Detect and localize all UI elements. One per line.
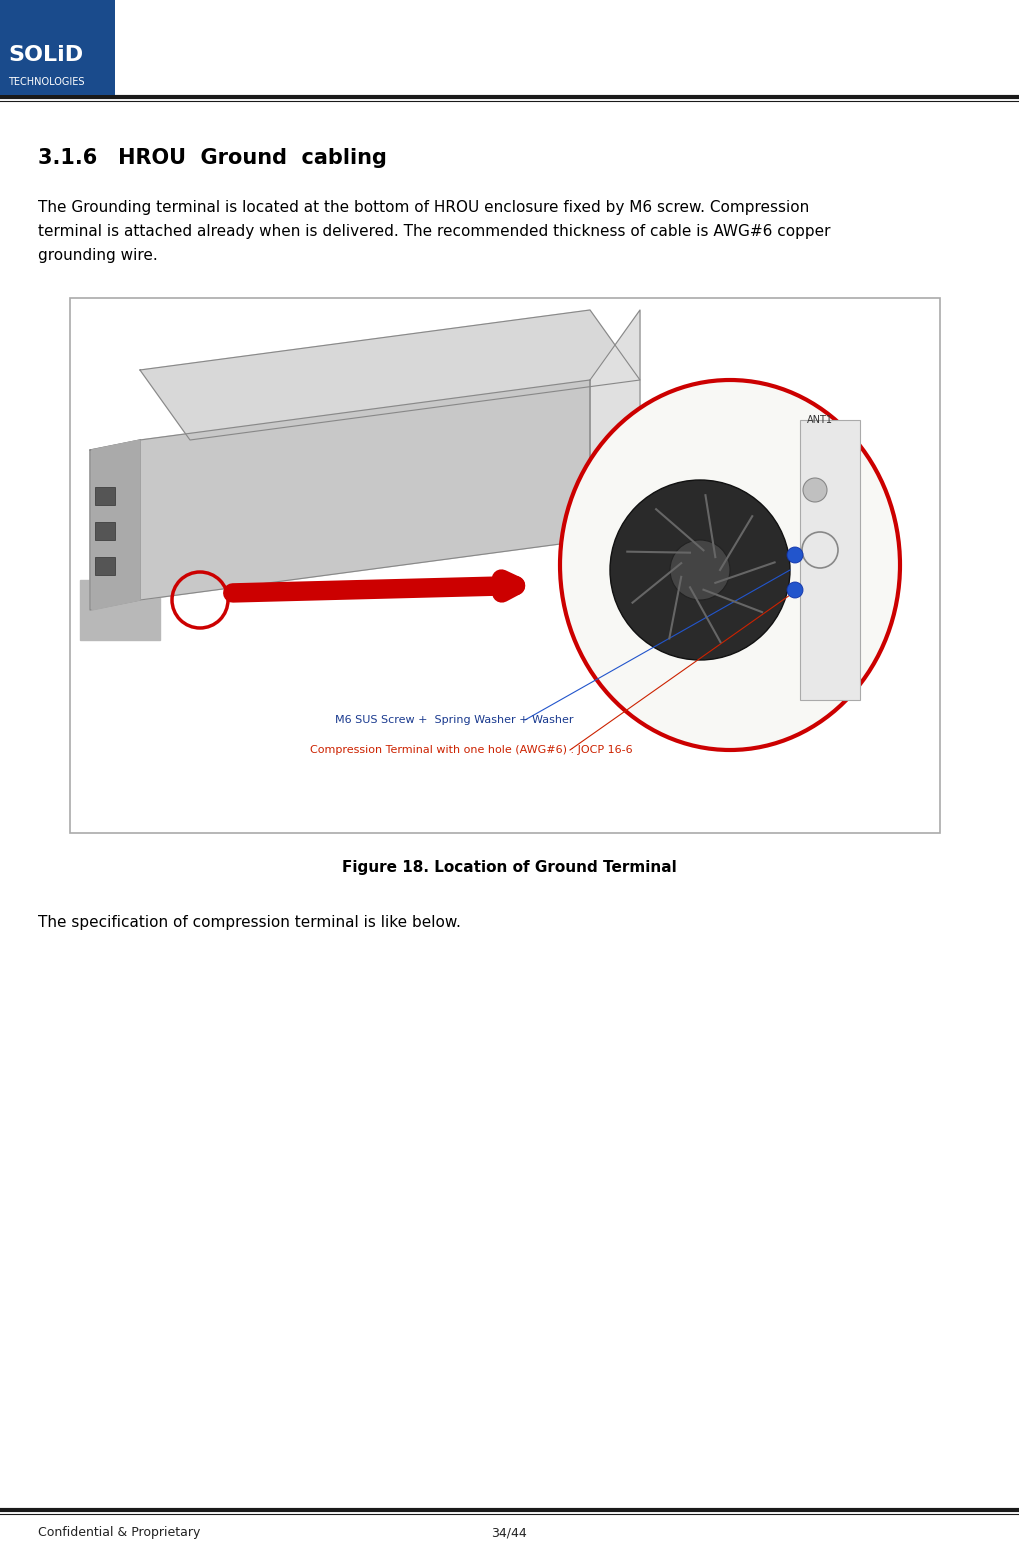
Text: Figure 18. Location of Ground Terminal: Figure 18. Location of Ground Terminal [341, 860, 677, 875]
Circle shape [787, 581, 803, 599]
Bar [800, 420, 860, 700]
Circle shape [803, 478, 827, 502]
Bar [95, 522, 115, 539]
Text: SOLiD: SOLiD [8, 45, 84, 66]
Text: ANT1: ANT1 [807, 416, 833, 425]
Circle shape [671, 539, 730, 600]
Ellipse shape [560, 380, 900, 750]
Polygon shape [590, 309, 640, 539]
Bar [95, 556, 115, 575]
Circle shape [787, 547, 803, 563]
Polygon shape [90, 441, 140, 610]
Polygon shape [81, 580, 160, 639]
Text: 3.1.6 HROU  Ground  cabling: 3.1.6 HROU Ground cabling [38, 148, 387, 167]
Bar [95, 488, 115, 505]
Text: Confidential & Proprietary: Confidential & Proprietary [38, 1525, 201, 1540]
Bar [70, 299, 940, 833]
Polygon shape [140, 380, 590, 600]
Text: The specification of compression terminal is like below.: The specification of compression termina… [38, 914, 461, 930]
Circle shape [610, 480, 790, 660]
Text: TECHNOLOGIES: TECHNOLOGIES [8, 77, 85, 88]
Polygon shape [140, 309, 640, 441]
Text: M6 SUS Screw +  Spring Washer + Washer: M6 SUS Screw + Spring Washer + Washer [335, 714, 574, 725]
Polygon shape [92, 441, 140, 610]
Text: The Grounding terminal is located at the bottom of HROU enclosure fixed by M6 sc: The Grounding terminal is located at the… [38, 200, 830, 263]
Bar [0, 0, 115, 95]
Text: 34/44: 34/44 [491, 1525, 527, 1540]
Text: Compression Terminal with one hole (AWG#6) : JOCP 16-6: Compression Terminal with one hole (AWG#… [310, 746, 633, 755]
